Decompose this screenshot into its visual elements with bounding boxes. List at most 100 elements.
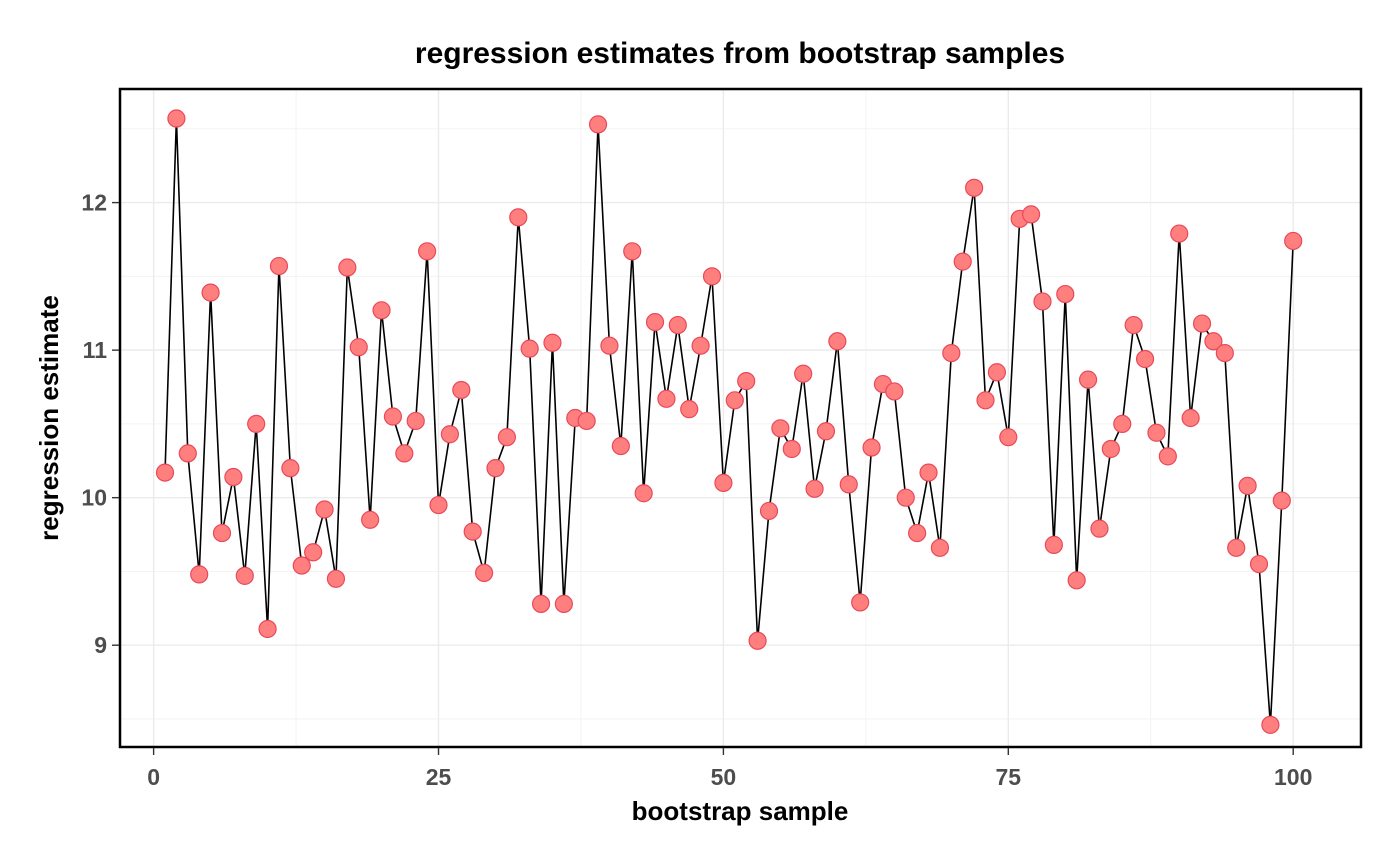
data-point	[1170, 224, 1189, 243]
data-point	[372, 301, 391, 320]
data-point	[361, 510, 380, 529]
y-tick-label: 11	[83, 337, 108, 363]
data-point	[839, 475, 858, 494]
data-point	[1101, 439, 1120, 459]
x-axis: 0 25 50 75 100	[147, 748, 1312, 790]
data-point	[896, 488, 915, 507]
data-point	[1090, 519, 1109, 538]
data-point	[1044, 535, 1063, 554]
data-point	[588, 115, 608, 134]
data-point	[805, 479, 824, 498]
data-point	[395, 444, 414, 463]
data-point	[1204, 332, 1223, 351]
data-point	[178, 444, 197, 463]
data-point	[224, 467, 243, 487]
data-point	[851, 593, 870, 612]
data-point	[919, 463, 938, 482]
data-point	[486, 459, 505, 478]
data-point	[429, 495, 448, 515]
data-point	[1078, 370, 1098, 389]
data-point	[1215, 343, 1234, 363]
data-point	[349, 338, 368, 357]
data-point	[965, 178, 984, 197]
data-point	[1238, 476, 1257, 495]
data-point	[976, 391, 995, 410]
data-point	[554, 594, 573, 613]
data-point	[828, 332, 847, 351]
data-point	[1158, 447, 1177, 466]
series-polyline	[164, 117, 1294, 726]
series-line	[164, 117, 1294, 726]
data-point	[440, 425, 460, 444]
y-axis-label: regression estimate	[34, 295, 64, 541]
data-point	[816, 422, 836, 441]
data-point	[725, 391, 744, 410]
y-tick-label: 10	[81, 485, 107, 511]
data-point	[759, 501, 779, 521]
data-point	[531, 594, 551, 613]
data-point	[908, 523, 927, 543]
y-tick-label: 12	[81, 190, 107, 216]
data-point	[942, 343, 961, 363]
data-point	[1033, 292, 1052, 311]
x-tick-label: 0	[147, 764, 160, 790]
data-point	[281, 459, 300, 478]
data-point	[1021, 205, 1041, 224]
data-point	[771, 419, 790, 438]
data-point	[577, 411, 596, 431]
data-point	[1113, 414, 1132, 433]
plot-panel-border	[118, 87, 1363, 749]
data-point	[634, 484, 653, 503]
data-point	[155, 463, 175, 482]
data-point	[292, 556, 311, 575]
data-point	[645, 313, 665, 332]
data-point	[190, 565, 209, 584]
data-point	[1124, 315, 1143, 335]
data-point	[737, 372, 756, 391]
data-point	[1056, 284, 1075, 304]
data-point	[543, 333, 562, 352]
data-point	[1181, 408, 1200, 428]
data-point	[463, 522, 482, 541]
x-tick-label: 50	[711, 764, 737, 790]
data-point	[452, 380, 471, 400]
data-point	[1192, 314, 1212, 333]
data-point	[862, 438, 881, 457]
data-point	[383, 407, 403, 426]
data-point	[691, 336, 710, 355]
data-point	[794, 364, 813, 383]
data-point	[611, 436, 630, 456]
data-point	[235, 566, 254, 585]
x-tick-label: 100	[1274, 764, 1312, 790]
data-point	[1284, 231, 1303, 251]
data-point	[953, 252, 972, 271]
data-point	[600, 336, 619, 355]
data-point	[520, 339, 539, 358]
data-point	[885, 382, 904, 401]
data-point	[1147, 423, 1166, 442]
series-points	[155, 109, 1303, 734]
data-point	[1227, 538, 1246, 557]
data-point	[326, 569, 346, 588]
data-point	[406, 411, 425, 431]
data-point	[167, 109, 186, 128]
data-point	[1067, 571, 1086, 590]
data-point	[702, 267, 722, 286]
y-axis: 9 10 11 12	[81, 190, 119, 658]
data-point	[657, 389, 676, 408]
data-point	[714, 473, 733, 493]
data-point	[304, 543, 323, 562]
data-point	[338, 258, 357, 277]
data-point	[315, 500, 334, 519]
chart-title: regression estimates from bootstrap samp…	[415, 37, 1065, 70]
data-point	[930, 538, 950, 557]
data-point	[782, 439, 801, 459]
data-point	[1261, 715, 1280, 734]
data-point	[475, 563, 494, 583]
data-point	[987, 363, 1007, 382]
data-point	[1272, 491, 1291, 510]
data-point	[258, 619, 277, 639]
data-point	[212, 523, 232, 543]
data-point	[1135, 349, 1155, 369]
